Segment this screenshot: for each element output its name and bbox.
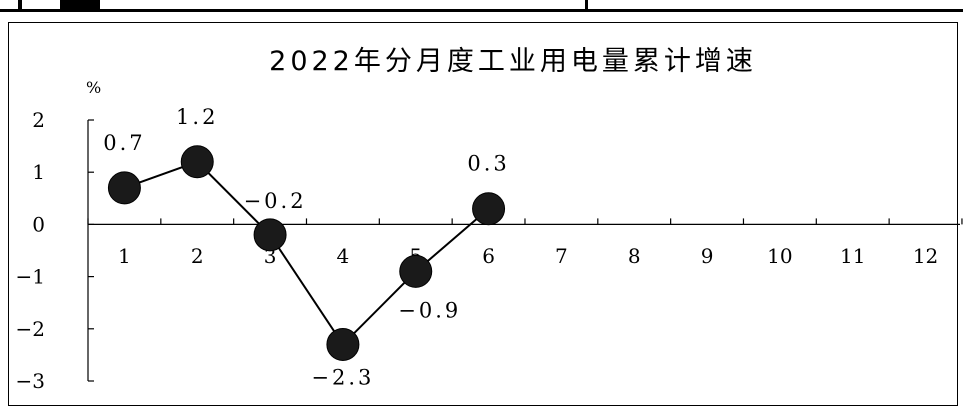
y-tick-label: −2 (16, 317, 45, 341)
x-tick-label: 8 (628, 244, 641, 268)
data-point-marker (326, 327, 360, 361)
data-point-marker (472, 192, 506, 226)
data-label: 0.3 (467, 152, 509, 176)
chart-title: 2022年分月度工业用电量累计增速 (269, 46, 757, 77)
data-label: 0.7 (103, 131, 145, 155)
page-header-rule (0, 0, 963, 24)
x-tick-label: 2 (191, 244, 204, 268)
x-tick-label: 10 (767, 244, 792, 268)
data-point-marker (180, 145, 214, 179)
x-tick-label: 1 (118, 244, 131, 268)
data-label: −0.2 (244, 189, 307, 213)
y-tick-label: 1 (32, 160, 45, 184)
data-labels: 0.7 1.2 −0.2 −2.3 −0.9 0.3 (103, 105, 509, 390)
header-text-fragment (60, 0, 100, 9)
x-tick-label: 4 (337, 244, 350, 268)
data-label: −2.3 (311, 365, 374, 389)
x-tick-label: 12 (913, 244, 938, 268)
data-label: −0.9 (398, 298, 461, 322)
series-line (107, 145, 506, 361)
header-text-fragment (585, 0, 588, 9)
x-tick-label: 9 (701, 244, 714, 268)
x-tick-label: 11 (840, 244, 865, 268)
x-tick-label: 7 (555, 244, 568, 268)
data-point-marker (399, 254, 433, 288)
y-tick-label: 0 (32, 212, 45, 236)
y-axis-unit: % (86, 78, 101, 97)
chart-frame (8, 22, 958, 406)
y-tick-label: −3 (16, 369, 45, 393)
data-point-marker (107, 171, 141, 205)
header-text-fragment (18, 0, 22, 9)
y-tick-label: 2 (32, 108, 45, 132)
data-label: 1.2 (176, 105, 218, 129)
x-tick-label: 6 (482, 244, 495, 268)
data-point-marker (253, 218, 287, 252)
header-rule-line (0, 9, 963, 12)
y-tick-label: −1 (16, 265, 45, 289)
